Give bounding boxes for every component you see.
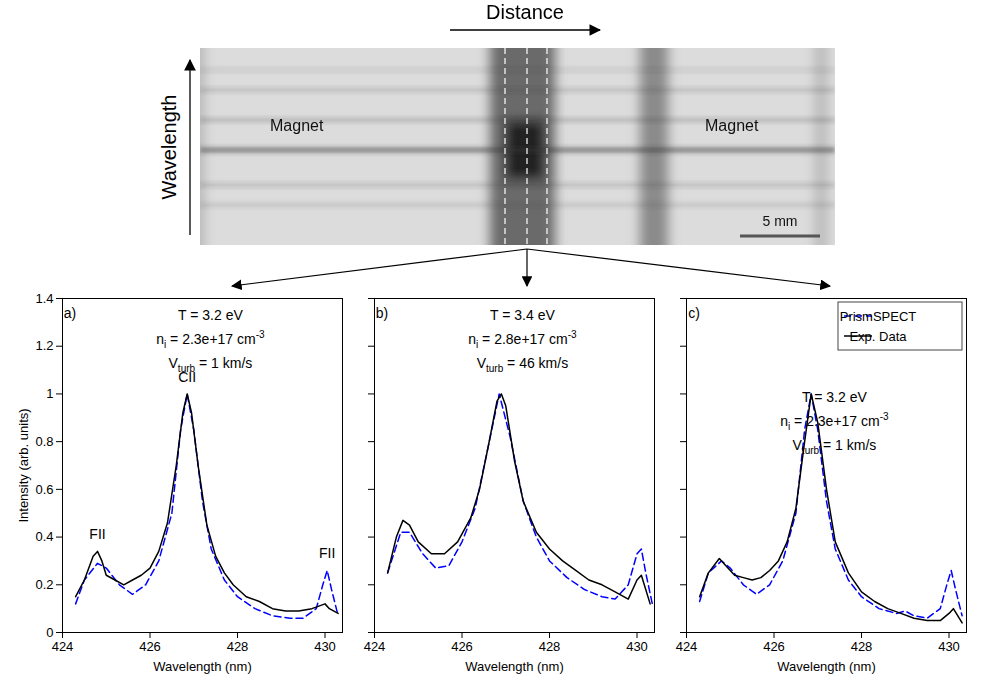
svg-text:Magnet: Magnet xyxy=(270,117,324,134)
svg-text:Exp. Data: Exp. Data xyxy=(849,329,907,344)
svg-text:5 mm: 5 mm xyxy=(763,213,798,229)
svg-text:428: 428 xyxy=(851,639,873,654)
svg-text:a): a) xyxy=(64,305,76,321)
svg-text:Magnet: Magnet xyxy=(705,117,759,134)
svg-text:c): c) xyxy=(688,305,700,321)
svg-text:FII: FII xyxy=(319,545,335,561)
svg-text:Intensity (arb. units): Intensity (arb. units) xyxy=(16,408,31,522)
svg-text:b): b) xyxy=(376,305,388,321)
svg-text:FII: FII xyxy=(89,526,105,542)
svg-text:Distance: Distance xyxy=(486,1,564,23)
svg-text:428: 428 xyxy=(539,639,561,654)
svg-text:1.4: 1.4 xyxy=(35,291,53,306)
svg-text:T = 3.2 eV: T = 3.2 eV xyxy=(178,307,243,323)
svg-text:0.8: 0.8 xyxy=(35,434,53,449)
svg-text:1: 1 xyxy=(46,386,53,401)
svg-text:424: 424 xyxy=(364,639,386,654)
svg-text:Wavelength (nm): Wavelength (nm) xyxy=(777,659,876,674)
svg-text:T = 3.2 eV: T = 3.2 eV xyxy=(802,389,867,405)
svg-text:Vturb = 1 km/s: Vturb = 1 km/s xyxy=(793,437,877,456)
svg-text:1.2: 1.2 xyxy=(35,338,53,353)
svg-text:0.6: 0.6 xyxy=(35,482,53,497)
svg-text:ni = 2.3e+17 cm-3: ni = 2.3e+17 cm-3 xyxy=(156,329,265,350)
svg-text:424: 424 xyxy=(52,639,74,654)
svg-text:426: 426 xyxy=(139,639,161,654)
svg-text:430: 430 xyxy=(626,639,648,654)
svg-text:CII: CII xyxy=(178,368,197,385)
svg-text:Vturb = 46 km/s: Vturb = 46 km/s xyxy=(477,355,569,374)
svg-text:430: 430 xyxy=(938,639,960,654)
svg-text:T = 3.4 eV: T = 3.4 eV xyxy=(490,307,555,323)
svg-text:426: 426 xyxy=(763,639,785,654)
svg-text:Wavelength: Wavelength xyxy=(158,95,180,200)
svg-text:Wavelength (nm): Wavelength (nm) xyxy=(465,659,564,674)
svg-text:ni = 2.8e+17 cm-3: ni = 2.8e+17 cm-3 xyxy=(468,329,577,350)
svg-text:ni = 2.3e+17 cm-3: ni = 2.3e+17 cm-3 xyxy=(780,411,889,432)
svg-text:0.4: 0.4 xyxy=(35,529,53,544)
svg-text:0: 0 xyxy=(46,625,53,640)
svg-text:430: 430 xyxy=(314,639,336,654)
svg-text:428: 428 xyxy=(227,639,249,654)
svg-text:Wavelength (nm): Wavelength (nm) xyxy=(153,659,252,674)
svg-text:Vturb = 1 km/s: Vturb = 1 km/s xyxy=(169,355,253,374)
svg-text:0.2: 0.2 xyxy=(35,577,53,592)
svg-text:426: 426 xyxy=(451,639,473,654)
svg-text:PrismSPECT: PrismSPECT xyxy=(840,309,917,324)
svg-text:424: 424 xyxy=(676,639,698,654)
